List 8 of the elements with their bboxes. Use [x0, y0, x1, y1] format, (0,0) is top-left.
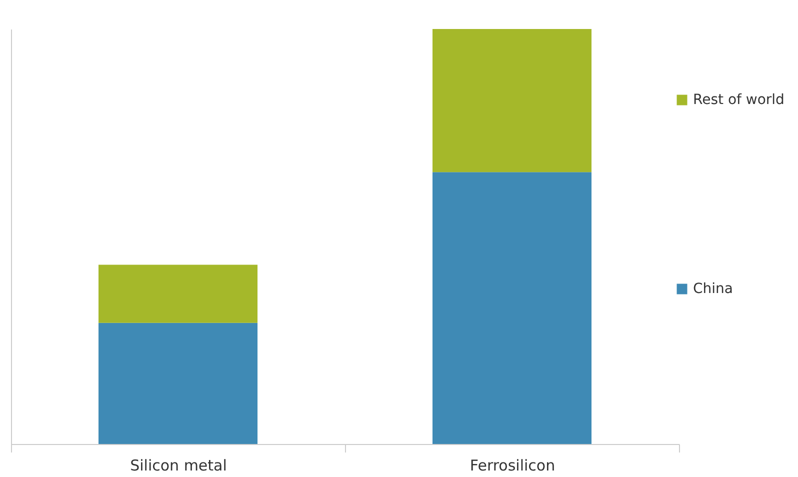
bar [98, 264, 258, 323]
bar [432, 29, 592, 172]
bar [432, 172, 592, 444]
legend-label: Rest of world [693, 92, 784, 108]
x-tick-label: Ferrosilicon [470, 456, 556, 474]
x-tick-label: Silicon metal [130, 456, 227, 474]
bar [98, 322, 258, 444]
legend-label: China [693, 281, 733, 297]
